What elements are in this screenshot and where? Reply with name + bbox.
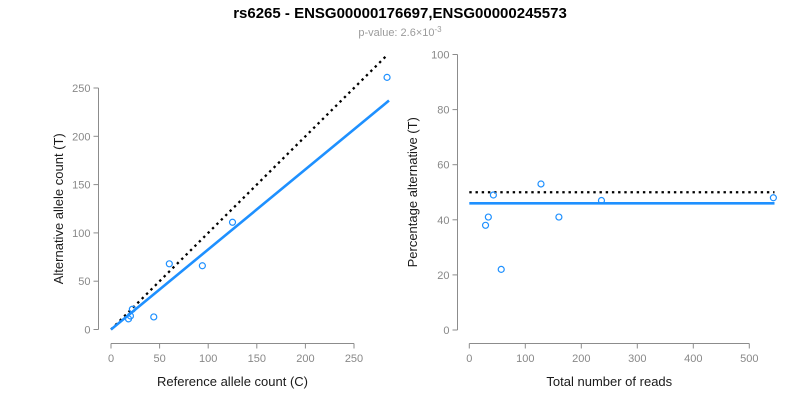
- data-point: [481, 221, 490, 229]
- x-tick-label: 250: [345, 353, 363, 365]
- y-tick-label: 50: [78, 276, 90, 288]
- y-tick-label: 80: [437, 105, 449, 117]
- data-point: [497, 265, 505, 273]
- x-tick-label: 200: [572, 353, 590, 365]
- x-tick-label: 50: [153, 353, 165, 365]
- x-tick-label: 200: [296, 353, 314, 365]
- p-value-exponent: -3: [434, 25, 442, 34]
- x-axis-title: Total number of reads: [546, 374, 672, 389]
- figure-title: rs6265 - ENSG00000176697,ENSG00000245573: [233, 5, 567, 22]
- x-tick-label: 0: [108, 353, 114, 365]
- data-point: [128, 305, 136, 313]
- data-point: [769, 194, 777, 202]
- y-tick-label: 250: [72, 83, 90, 95]
- plot-percentage-vs-reads: 0 20 40 60 80 100 0 100 200 300 400 500 Total number…: [405, 50, 777, 389]
- data-point: [489, 191, 497, 199]
- data-point: [383, 73, 391, 81]
- y-tick-label: 200: [72, 131, 90, 143]
- p-value-subtitle: p-value: 2.6×10-3: [0, 25, 800, 39]
- y-tick-label: 150: [72, 180, 90, 192]
- x-tick-label: 500: [740, 353, 758, 365]
- data-point: [150, 313, 158, 321]
- x-axis-title: Reference allele count (C): [157, 374, 308, 389]
- y-axis-title: Alternative allele count (T): [51, 133, 66, 284]
- identity-line: [110, 54, 388, 331]
- data-point: [537, 180, 545, 188]
- x-tick-label: 300: [628, 353, 646, 365]
- x-tick-label: 400: [684, 353, 702, 365]
- y-tick-label: 100: [72, 228, 90, 240]
- data-point: [555, 213, 563, 221]
- data-point: [165, 260, 173, 268]
- fit-line: [110, 99, 390, 331]
- y-tick-label: 40: [437, 215, 449, 227]
- x-tick-label: 100: [516, 353, 534, 365]
- data-point: [597, 196, 606, 205]
- x-tick-label: 150: [248, 353, 266, 365]
- p-value-text: p-value: 2.6×10: [358, 27, 435, 39]
- y-tick-label: 100: [431, 50, 449, 62]
- data-point: [126, 312, 135, 320]
- y-tick-label: 20: [437, 270, 449, 282]
- data-point: [198, 262, 206, 270]
- x-tick-label: 0: [466, 353, 472, 365]
- y-tick-label: 0: [443, 325, 449, 337]
- y-tick-label: 60: [437, 160, 449, 172]
- data-point: [228, 218, 237, 226]
- y-tick-label: 0: [84, 325, 90, 337]
- x-tick-label: 100: [199, 353, 217, 365]
- data-point: [484, 213, 492, 221]
- y-axis-title: Percentage alternative (T): [405, 117, 420, 267]
- plot-allele-counts: 0 50 100 150 200 250 0 50 100 150 200 250 Reference …: [51, 54, 391, 389]
